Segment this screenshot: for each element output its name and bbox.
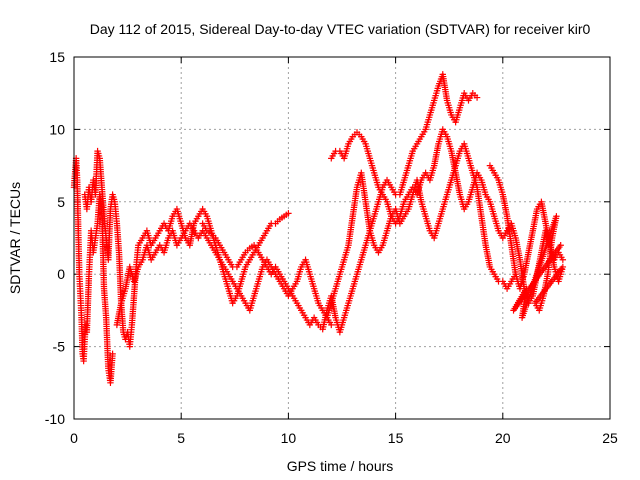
data-point	[285, 210, 292, 217]
plot-frame	[73, 56, 611, 420]
x-tick-label: 20	[495, 430, 511, 446]
x-tick-label: 10	[281, 430, 297, 446]
y-tick-label: -5	[53, 339, 66, 355]
y-axis-label: SDTVAR / TECUs	[7, 182, 23, 294]
y-tick-label: -10	[45, 411, 65, 427]
grid	[74, 57, 610, 419]
y-tick-label: 5	[57, 194, 65, 210]
plot-area	[70, 71, 567, 386]
y-tick-label: 0	[57, 266, 65, 282]
x-tick-label: 0	[70, 430, 78, 446]
x-tick-label: 25	[602, 430, 618, 446]
chart-title: Day 112 of 2015, Sidereal Day-to-day VTE…	[90, 21, 591, 37]
data-point	[557, 242, 564, 249]
data-point	[109, 350, 116, 358]
tick-labels: 0 5 10 15 20 25 -10 -5 0 5 10 15	[45, 49, 618, 446]
x-tick-label: 15	[388, 430, 404, 446]
series-track-g	[486, 162, 567, 321]
x-axis-label: GPS time / hours	[287, 458, 394, 474]
x-tick-label: 5	[177, 430, 185, 446]
series-track-b	[81, 147, 292, 350]
y-tick-label: 15	[49, 49, 65, 65]
data-point	[328, 321, 335, 329]
series-track-d	[199, 71, 481, 336]
y-tick-label: 10	[49, 121, 65, 137]
data-point	[473, 94, 481, 101]
series-track-c	[113, 220, 335, 329]
data-point	[559, 256, 567, 263]
